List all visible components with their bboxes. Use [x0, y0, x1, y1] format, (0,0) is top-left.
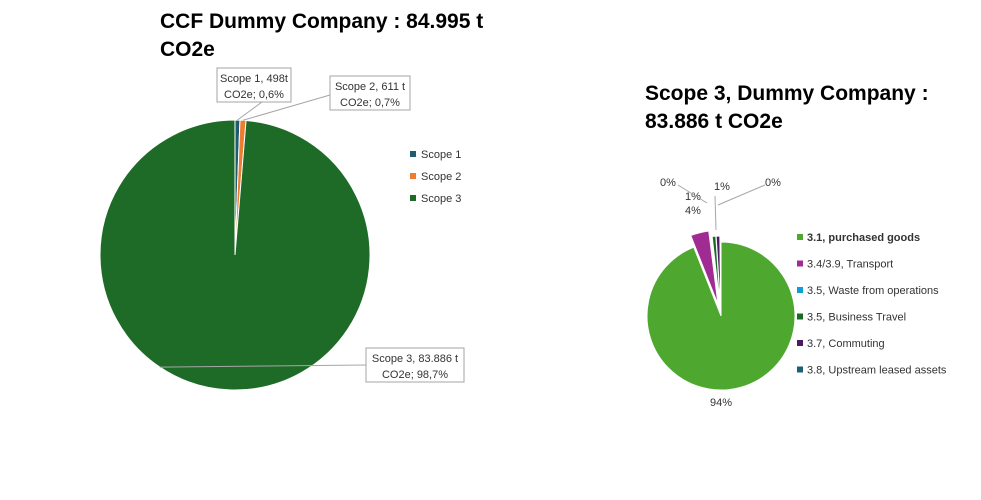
chart1-legend-label-2: Scope 3 — [421, 193, 461, 205]
chart2-legend-label-5: 3.8, Upstream leased assets — [807, 365, 947, 377]
chart1-label-scope3: Scope 3, 83.886 t CO2e; 98,7% — [159, 347, 465, 383]
chart2-legend-label-3: 3.5, Business Travel — [807, 312, 906, 324]
chart1-label-scope3-text-0: Scope 3, 83.886 t — [372, 353, 458, 365]
chart2-data-label-5: 0% — [765, 177, 781, 189]
chart1-label-scope1-text-0: Scope 1, 498t — [220, 73, 288, 85]
chart2-legend-label-4: 3.7, Commuting — [807, 338, 885, 350]
chart1-legend-label-0: Scope 1 — [421, 149, 461, 161]
chart1-legend-swatch-0 — [410, 151, 416, 157]
chart2-title: Scope 3, Dummy Company : 83.886 t CO2e — [645, 80, 965, 136]
chart1-legend-label-1: Scope 2 — [421, 171, 461, 183]
chart1-title: CCF Dummy Company : 84.995 t CO2e — [160, 8, 520, 64]
chart2-title-line1: Scope 3, Dummy Company : — [645, 82, 929, 105]
chart2-legend-label-0: 3.1, purchased goods — [807, 232, 920, 244]
chart1-label-scope3-text-1: CO2e; 98,7% — [382, 369, 448, 381]
chart2-data-label-2: 0% — [660, 177, 676, 189]
chart2-legend-swatch-2 — [797, 287, 803, 293]
chart2-slice-1 — [690, 230, 719, 305]
chart1-label-scope1: Scope 1, 498t CO2e; 0,6% — [216, 67, 292, 121]
chart1-title-line1: CCF Dummy Company : 84.995 t — [160, 10, 484, 33]
chart2-legend-swatch-3 — [797, 313, 803, 320]
chart1-legend-swatch-1 — [410, 173, 416, 179]
chart2-legend-swatch-4 — [797, 340, 803, 346]
chart2-slice-0 — [646, 241, 796, 391]
chart1-legend-swatch-2 — [410, 195, 416, 201]
chart2-legend-swatch-1 — [797, 260, 803, 267]
chart2-leader-2 — [677, 184, 708, 204]
chart1-label-scope1-text-1: CO2e; 0,6% — [224, 89, 284, 101]
chart1-label-scope2-text-1: CO2e; 0,7% — [340, 97, 400, 109]
chart2-title-line2: 83.886 t CO2e — [645, 110, 783, 133]
chart1-label-scope2: Scope 2, 611 t CO2e; 0,7% — [242, 75, 411, 121]
chart2-leader-5 — [717, 184, 766, 206]
chart2-data-label-3: 1% — [685, 191, 701, 203]
chart2-data-label-0: 94% — [710, 397, 732, 409]
chart1-slice-2 — [99, 119, 371, 391]
chart2-legend-label-1: 3.4/3.9, Transport — [807, 259, 893, 271]
chart2-leader-4 — [714, 195, 717, 231]
chart1-title-line2: CO2e — [160, 38, 215, 61]
chart2-slice-5 — [719, 235, 722, 311]
chart2-legend-label-2: 3.5, Waste from operations — [807, 285, 939, 297]
chart2-legend-swatch-5 — [797, 366, 803, 373]
chart2-legend-swatch-0 — [797, 234, 803, 240]
chart1-label-scope2-text-0: Scope 2, 611 t — [335, 81, 405, 93]
chart2-data-label-1: 4% — [685, 205, 701, 217]
chart2-data-label-4: 1% — [714, 181, 730, 193]
